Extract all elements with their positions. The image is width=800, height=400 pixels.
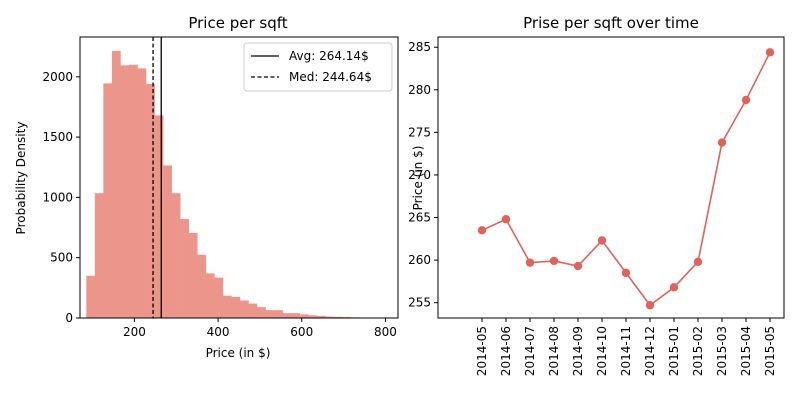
- histogram-x-ticks: 200 400 600 800: [123, 318, 397, 339]
- x-tick-label: 2014-07: [523, 326, 537, 376]
- histogram-bar: [265, 310, 275, 318]
- y-tick-label: 500: [50, 251, 73, 265]
- histogram-x-axis-label: Price (in $): [206, 346, 271, 360]
- histogram-bars: [86, 50, 386, 319]
- line-y-ticks: 255 260 265 270 275 280 285: [408, 40, 438, 310]
- histogram-bar: [248, 303, 258, 318]
- data-point: [501, 215, 511, 224]
- x-tick-label: 200: [123, 325, 146, 339]
- data-point: [765, 48, 775, 57]
- legend-med-label: Med: 244.64$: [289, 70, 372, 84]
- x-tick-label: 2014-05: [475, 326, 489, 376]
- histogram-bar: [316, 315, 326, 318]
- price-series-points: [477, 48, 775, 310]
- y-tick-label: 265: [408, 211, 431, 225]
- histogram-bar: [188, 232, 198, 318]
- histogram-bar: [239, 300, 249, 318]
- data-point: [597, 236, 607, 245]
- x-tick-label: 2014-12: [643, 326, 657, 376]
- data-point: [621, 268, 631, 278]
- histogram-bar: [154, 115, 164, 318]
- data-point: [477, 226, 487, 235]
- histogram-bar: [333, 316, 343, 318]
- line-chart-title: Prise per sqft over time: [523, 14, 699, 32]
- histogram-bar: [120, 65, 130, 318]
- histogram-bar: [256, 307, 266, 318]
- y-tick-label: 255: [408, 296, 431, 310]
- y-tick-label: 285: [408, 40, 431, 54]
- histogram-plot-frame: [79, 36, 399, 319]
- x-tick-label: 400: [207, 325, 230, 339]
- y-tick-label: 2000: [42, 70, 73, 84]
- stat-lines: [152, 37, 162, 318]
- x-tick-label: 2014-09: [571, 326, 585, 376]
- histogram-bar: [103, 83, 113, 318]
- histogram-bar: [299, 314, 309, 318]
- x-tick-label: 2015-03: [715, 326, 729, 376]
- histogram-bar: [94, 193, 104, 318]
- histogram-bar: [214, 277, 224, 318]
- x-tick-label: 2015-04: [739, 326, 753, 376]
- legend-box: [243, 42, 393, 92]
- data-point: [717, 138, 727, 147]
- histogram-y-axis-label: Probability Density: [14, 122, 28, 235]
- histogram-bar: [86, 275, 96, 318]
- histogram-bar: [128, 64, 138, 319]
- y-tick-label: 260: [408, 253, 431, 267]
- histogram-bar: [325, 316, 335, 318]
- x-tick-label: 2015-01: [667, 326, 681, 376]
- x-tick-label: 2014-10: [595, 326, 609, 376]
- x-tick-label: 800: [374, 325, 397, 339]
- data-point: [693, 257, 703, 266]
- histogram-bar: [163, 165, 172, 318]
- histogram-bar: [111, 50, 121, 318]
- x-tick-label: 2015-02: [691, 326, 705, 376]
- y-tick-label: 0: [65, 311, 73, 325]
- histogram-bar: [180, 219, 190, 318]
- histogram-title: Price per sqft: [188, 14, 287, 32]
- x-tick-label: 600: [290, 325, 313, 339]
- histogram-bar: [197, 254, 207, 318]
- histogram-legend: Avg: 264.14$ Med: 244.64$: [243, 42, 393, 92]
- data-point: [573, 261, 583, 271]
- x-tick-label: 2014-06: [499, 326, 513, 376]
- y-tick-label: 1000: [42, 190, 73, 204]
- data-point: [525, 258, 535, 267]
- data-point: [645, 301, 655, 310]
- histogram-y-ticks: 0 500 1000 1500 2000: [42, 70, 80, 325]
- data-point: [549, 256, 559, 266]
- histogram-bar: [274, 310, 283, 318]
- x-tick-label: 2015-05: [763, 326, 777, 376]
- histogram-bar: [231, 296, 241, 318]
- histogram-chart: Price per sqft 200 400 600 800 0 500 1000 1500…: [14, 14, 399, 360]
- y-tick-label: 270: [408, 168, 431, 182]
- line-x-ticks: 2014-05 2014-06 2014-07 2014-08 2014-09 2014-…: [475, 318, 777, 376]
- y-tick-label: 280: [408, 83, 431, 97]
- data-point: [741, 95, 751, 105]
- line-y-axis-label: Price (in $): [411, 146, 425, 211]
- line-chart: Prise per sqft over time 2014-05 2014-06 2…: [408, 14, 785, 376]
- y-tick-label: 275: [408, 125, 431, 139]
- histogram-bar: [137, 68, 147, 318]
- histogram-bar: [146, 84, 155, 318]
- histogram-bar: [222, 295, 232, 318]
- histogram-bar: [291, 313, 300, 318]
- line-plot-frame: [437, 36, 785, 319]
- data-point: [669, 283, 679, 292]
- price-series-line: [481, 51, 771, 307]
- histogram-bar: [171, 193, 181, 318]
- y-tick-label: 1500: [42, 130, 73, 144]
- histogram-bar: [205, 273, 215, 318]
- x-tick-label: 2014-11: [619, 326, 633, 376]
- histogram-bar: [308, 315, 318, 318]
- x-tick-label: 2014-08: [547, 326, 561, 376]
- legend-avg-label: Avg: 264.14$: [289, 49, 369, 63]
- histogram-bar: [282, 313, 292, 318]
